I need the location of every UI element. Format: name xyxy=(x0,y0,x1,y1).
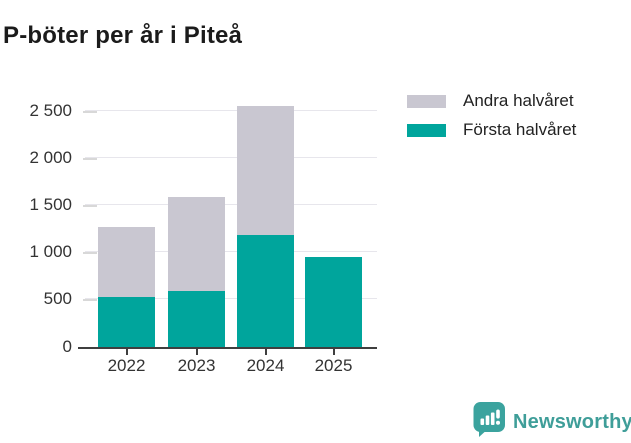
x-tick-mark xyxy=(332,349,335,355)
x-tick-label: 2022 xyxy=(107,356,146,375)
gridline xyxy=(85,297,377,300)
y-tick-mark xyxy=(83,205,97,207)
gridline xyxy=(85,250,377,253)
gridline xyxy=(85,203,377,206)
y-tick-mark xyxy=(83,299,97,301)
newsworthy-wordmark: Newsworthy xyxy=(513,410,631,433)
chart-title: P-böter per år i Piteå xyxy=(3,22,243,50)
x-tick-mark xyxy=(125,349,128,355)
newsworthy-branding: Newsworthy xyxy=(473,401,631,443)
y-tick-label: 2 500 xyxy=(29,101,72,121)
bar-segment xyxy=(98,296,155,347)
y-tick-label: 2 000 xyxy=(29,148,72,168)
legend-item-forsta-halvaret: Första halvåret xyxy=(407,120,576,140)
x-tick-label: 2024 xyxy=(246,356,285,375)
legend-swatch xyxy=(407,94,446,108)
y-tick-mark xyxy=(83,158,97,160)
legend-label: Första halvåret xyxy=(463,120,577,139)
gridline xyxy=(85,109,377,112)
bar-chart-speech-bubble-icon xyxy=(473,401,506,443)
bar-segment xyxy=(168,196,225,291)
bar-segment xyxy=(237,106,294,235)
x-tick-label: 2025 xyxy=(314,356,353,375)
x-axis-line xyxy=(78,346,377,349)
x-tick-mark xyxy=(264,349,267,355)
x-tick-mark xyxy=(195,349,198,355)
legend: Andra halvåret Första halvåret xyxy=(407,91,576,149)
legend-item-andra-halvaret: Andra halvåret xyxy=(407,91,576,111)
bar-segment xyxy=(168,290,225,347)
legend-swatch xyxy=(407,123,446,137)
y-axis: 0 500 1 000 1 500 2 000 2 500 xyxy=(0,90,72,355)
plot-area xyxy=(85,90,377,347)
y-tick-label: 1 000 xyxy=(29,242,72,262)
bar-segment xyxy=(237,234,294,347)
y-tick-mark xyxy=(83,252,97,254)
y-tick-mark xyxy=(83,111,97,113)
y-tick-label: 0 xyxy=(62,336,72,356)
bar-segment xyxy=(305,256,362,347)
bar-segment xyxy=(98,226,155,297)
legend-label: Andra halvåret xyxy=(463,91,574,110)
y-tick-label: 500 xyxy=(43,289,72,309)
x-tick-label: 2023 xyxy=(177,356,216,375)
gridline xyxy=(85,156,377,159)
y-tick-label: 1 500 xyxy=(29,195,72,215)
